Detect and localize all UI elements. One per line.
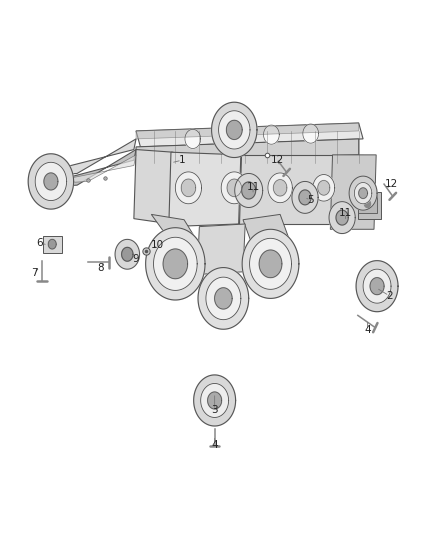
Polygon shape bbox=[273, 180, 287, 196]
Polygon shape bbox=[356, 261, 398, 312]
Polygon shape bbox=[354, 182, 372, 204]
Polygon shape bbox=[197, 224, 245, 274]
Polygon shape bbox=[40, 155, 136, 184]
Polygon shape bbox=[115, 239, 140, 269]
Polygon shape bbox=[206, 277, 241, 320]
Polygon shape bbox=[219, 111, 250, 149]
Polygon shape bbox=[29, 150, 136, 188]
Polygon shape bbox=[215, 288, 232, 309]
Polygon shape bbox=[227, 179, 241, 197]
Polygon shape bbox=[292, 181, 318, 213]
Polygon shape bbox=[134, 150, 173, 224]
Text: 3: 3 bbox=[211, 405, 218, 415]
Polygon shape bbox=[235, 173, 263, 207]
Polygon shape bbox=[181, 179, 196, 197]
Text: 8: 8 bbox=[97, 263, 103, 272]
Polygon shape bbox=[358, 194, 377, 213]
Polygon shape bbox=[198, 268, 249, 329]
Text: 10: 10 bbox=[151, 240, 164, 250]
Text: 12: 12 bbox=[385, 179, 398, 189]
Text: 4: 4 bbox=[364, 325, 371, 335]
Polygon shape bbox=[146, 228, 205, 300]
Polygon shape bbox=[303, 124, 318, 143]
Polygon shape bbox=[313, 174, 335, 201]
Polygon shape bbox=[299, 190, 311, 205]
Polygon shape bbox=[42, 236, 62, 253]
Text: 11: 11 bbox=[247, 182, 260, 192]
Polygon shape bbox=[330, 155, 376, 229]
Polygon shape bbox=[175, 172, 201, 204]
Polygon shape bbox=[242, 229, 299, 298]
Text: 4: 4 bbox=[211, 440, 218, 450]
Polygon shape bbox=[224, 127, 240, 146]
Polygon shape bbox=[153, 237, 197, 290]
Polygon shape bbox=[221, 172, 247, 204]
Polygon shape bbox=[359, 188, 367, 198]
Text: 12: 12 bbox=[271, 155, 284, 165]
Polygon shape bbox=[28, 154, 74, 209]
Polygon shape bbox=[268, 173, 292, 203]
Polygon shape bbox=[226, 120, 242, 140]
Polygon shape bbox=[239, 155, 363, 224]
Text: 5: 5 bbox=[307, 195, 314, 205]
Polygon shape bbox=[363, 269, 391, 303]
Polygon shape bbox=[336, 210, 348, 225]
Polygon shape bbox=[169, 152, 241, 227]
Polygon shape bbox=[185, 130, 201, 149]
Polygon shape bbox=[349, 176, 377, 210]
Text: 2: 2 bbox=[386, 290, 392, 301]
Text: 9: 9 bbox=[133, 254, 139, 263]
Polygon shape bbox=[29, 139, 136, 176]
Polygon shape bbox=[318, 181, 330, 195]
Polygon shape bbox=[44, 173, 58, 190]
Polygon shape bbox=[136, 123, 363, 147]
Polygon shape bbox=[329, 201, 355, 233]
Text: 1: 1 bbox=[179, 155, 185, 165]
Polygon shape bbox=[35, 163, 67, 200]
Polygon shape bbox=[48, 239, 56, 249]
Polygon shape bbox=[201, 383, 229, 417]
Polygon shape bbox=[212, 102, 257, 158]
Polygon shape bbox=[250, 238, 291, 289]
Polygon shape bbox=[264, 125, 279, 144]
Text: 6: 6 bbox=[37, 238, 43, 247]
Polygon shape bbox=[208, 392, 222, 409]
Polygon shape bbox=[259, 250, 282, 278]
Polygon shape bbox=[242, 182, 256, 199]
Polygon shape bbox=[358, 192, 381, 219]
Polygon shape bbox=[194, 375, 236, 426]
Polygon shape bbox=[136, 123, 359, 139]
Text: 7: 7 bbox=[31, 268, 38, 278]
Polygon shape bbox=[364, 200, 371, 207]
Polygon shape bbox=[370, 278, 384, 295]
Polygon shape bbox=[136, 139, 359, 163]
Polygon shape bbox=[122, 247, 133, 261]
Polygon shape bbox=[243, 214, 297, 268]
Polygon shape bbox=[163, 249, 187, 279]
Text: 11: 11 bbox=[339, 208, 352, 219]
Polygon shape bbox=[151, 214, 210, 262]
